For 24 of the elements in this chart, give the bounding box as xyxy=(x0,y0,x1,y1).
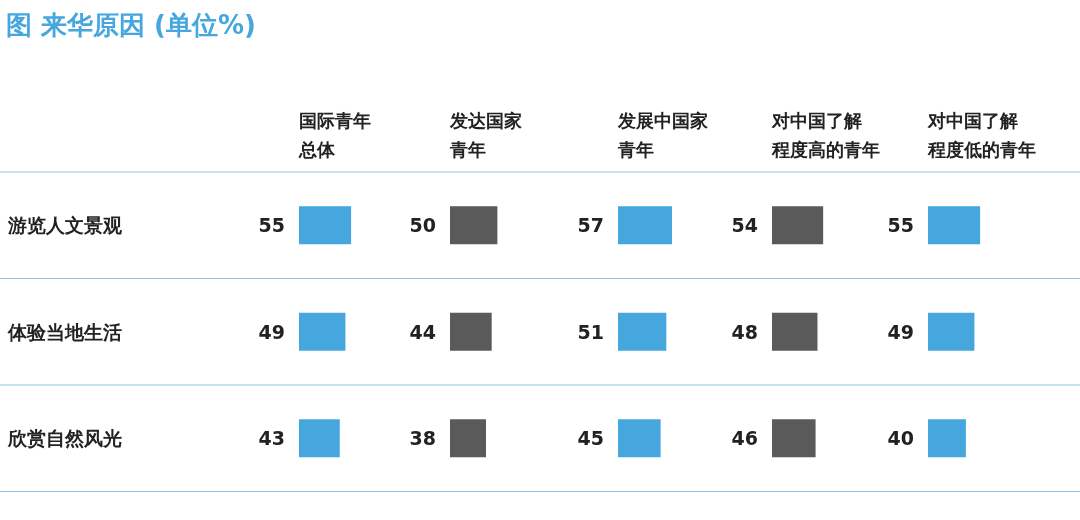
data-label: 48 xyxy=(731,320,758,343)
data-label: 57 xyxy=(577,214,604,237)
data-label: 38 xyxy=(409,427,436,450)
chart-title: 发展中国家青年 xyxy=(617,110,708,160)
chart-title: 发达国家青年 xyxy=(449,110,522,160)
chart-title: 对中国了解程度高的青年 xyxy=(771,110,880,160)
data-label: 46 xyxy=(731,427,758,450)
data-label: 54 xyxy=(731,214,758,237)
data-label: 50 xyxy=(409,214,436,237)
data-label: 44 xyxy=(409,320,436,343)
data-label: 51 xyxy=(577,320,604,343)
data-label: 43 xyxy=(258,427,285,450)
chart-title: 国际青年总体 xyxy=(298,110,371,160)
data-label: 55 xyxy=(887,214,914,237)
text: 图 来华原因 (单位%) xyxy=(6,10,256,40)
y-tick-label: 体验当地生活 xyxy=(7,320,122,343)
y-tick-label: 欣赏自然风光 xyxy=(7,427,122,450)
data-label: 55 xyxy=(258,214,285,237)
data-label: 49 xyxy=(258,320,285,343)
data-label: 40 xyxy=(887,427,914,450)
data-label: 49 xyxy=(887,320,914,343)
y-tick-label: 游览人文景观 xyxy=(7,214,123,237)
chart-title: 对中国了解程度低的青年 xyxy=(927,110,1036,160)
data-label: 45 xyxy=(577,427,604,450)
